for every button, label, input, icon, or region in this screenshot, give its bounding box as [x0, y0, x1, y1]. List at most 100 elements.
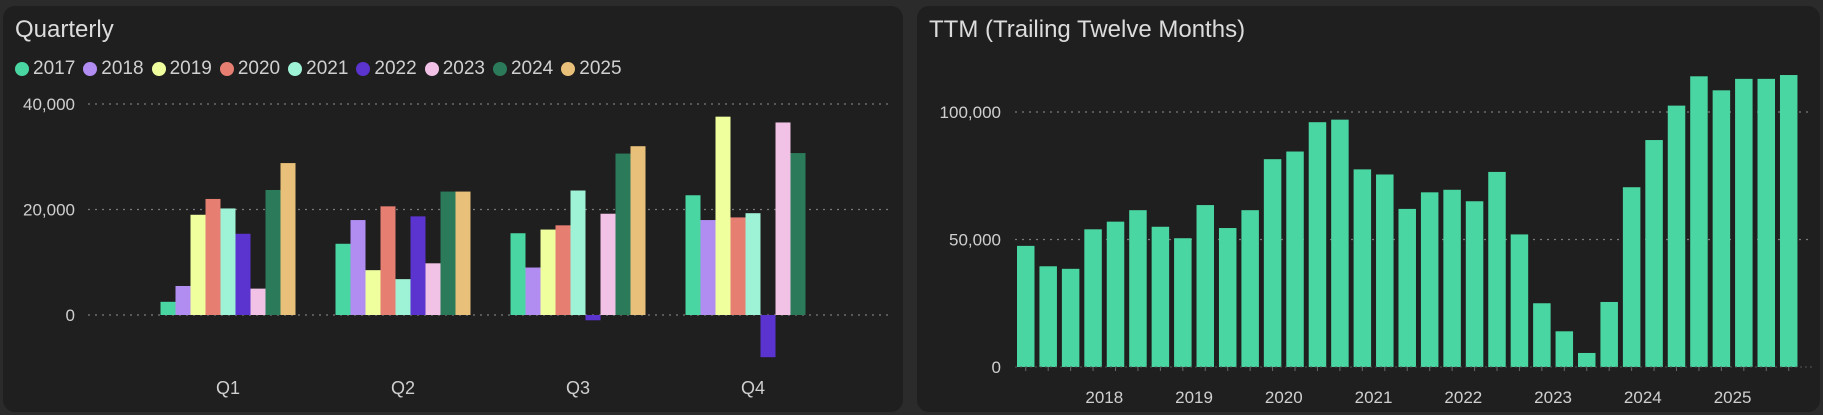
ttm-bar[interactable]: [1241, 210, 1259, 367]
bar-q1-2017[interactable]: [160, 301, 176, 315]
ttm-chart-title: TTM (Trailing Twelve Months): [929, 16, 1246, 43]
bar-q1-2022[interactable]: [235, 233, 251, 315]
ttm-bar[interactable]: [1779, 75, 1798, 368]
bar-q3-2025[interactable]: [630, 146, 646, 315]
bar-q2-2020[interactable]: [380, 206, 396, 315]
ttm-bar[interactable]: [1331, 119, 1349, 368]
x-tick-label: 2018: [1085, 388, 1123, 407]
ttm-bar[interactable]: [1308, 122, 1327, 367]
bar-q3-2019[interactable]: [540, 229, 556, 315]
y-tick-label: 50,000: [949, 231, 1001, 250]
bar-q2-2023[interactable]: [425, 263, 441, 315]
ttm-bar[interactable]: [1510, 234, 1529, 367]
legend-item-2023[interactable]: 2023: [424, 58, 485, 80]
bar-q4-2024[interactable]: [790, 153, 806, 315]
ttm-bar[interactable]: [1398, 208, 1416, 367]
legend-label: 2021: [306, 58, 349, 79]
ttm-bar[interactable]: [1263, 159, 1282, 367]
bar-q4-2022[interactable]: [760, 315, 776, 358]
bar-q4-2017[interactable]: [685, 195, 701, 315]
bar-q4-2023[interactable]: [775, 122, 791, 316]
bar-q1-2020[interactable]: [205, 198, 221, 315]
bar-q3-2024[interactable]: [615, 153, 631, 315]
bar-q4-2021[interactable]: [745, 213, 761, 315]
bar-q3-2022[interactable]: [585, 315, 601, 321]
quarterly-legend: 2017 2018 2019 2020 2021 2022 2023 2024 2025: [15, 58, 630, 80]
ttm-bar[interactable]: [1106, 221, 1125, 367]
ttm-bar[interactable]: [1420, 192, 1439, 367]
legend-item-2018[interactable]: 2018: [83, 58, 144, 80]
bar-q4-2018[interactable]: [700, 220, 716, 315]
ttm-bar-chart: 0 50,000 100,000 2018 2019 2020 2021 2022 2023 20…: [940, 75, 1812, 407]
bar-q1-2018[interactable]: [175, 285, 191, 315]
y-tick-label: 100,000: [940, 103, 1001, 122]
ttm-bar[interactable]: [1286, 151, 1304, 367]
ttm-bar[interactable]: [1017, 245, 1035, 367]
ttm-bar[interactable]: [1645, 140, 1663, 367]
ttm-bar[interactable]: [1578, 352, 1596, 367]
bar-q2-2019[interactable]: [365, 270, 381, 315]
ttm-bar[interactable]: [1443, 189, 1461, 367]
quarterly-chart-title: Quarterly: [15, 16, 114, 43]
legend-label: 2018: [101, 58, 144, 79]
ttm-bar[interactable]: [1196, 205, 1215, 367]
ttm-bar[interactable]: [1039, 266, 1057, 367]
x-tick-label: 2022: [1444, 388, 1482, 407]
ttm-bar[interactable]: [1353, 169, 1372, 367]
ttm-bar[interactable]: [1622, 187, 1641, 367]
legend-swatch: [492, 62, 507, 76]
x-tick-label: Q4: [741, 378, 765, 398]
legend-swatch: [356, 62, 371, 76]
legend-item-2024[interactable]: 2024: [492, 58, 553, 80]
legend-swatch: [151, 62, 166, 76]
bar-q2-2018[interactable]: [350, 220, 366, 315]
ttm-bar[interactable]: [1757, 78, 1776, 367]
y-tick-label: 40,000: [23, 95, 75, 114]
legend-label: 2019: [169, 58, 212, 79]
x-tick-label: Q1: [216, 378, 240, 398]
bar-q4-2020[interactable]: [730, 217, 746, 315]
bar-q1-2019[interactable]: [190, 214, 206, 315]
bar-q1-2025[interactable]: [280, 163, 296, 315]
bar-q3-2021[interactable]: [570, 190, 586, 315]
ttm-bar[interactable]: [1600, 301, 1618, 367]
ttm-bar[interactable]: [1712, 90, 1731, 367]
bar-q1-2023[interactable]: [250, 288, 266, 315]
ttm-bar[interactable]: [1174, 238, 1192, 367]
bar-q1-2021[interactable]: [220, 208, 236, 315]
ttm-bar[interactable]: [1376, 174, 1394, 367]
bar-q2-2025[interactable]: [455, 191, 471, 315]
legend-item-2025[interactable]: 2025: [561, 58, 622, 80]
bar-q2-2024[interactable]: [440, 191, 456, 315]
ttm-bar[interactable]: [1151, 226, 1170, 367]
quarterly-chart-panel: Quarterly 2017 2018 2019 2020 2021 2022 2023 20…: [3, 6, 903, 412]
x-tick-label: 2023: [1534, 388, 1572, 407]
legend-item-2021[interactable]: 2021: [288, 58, 348, 80]
legend-item-2022[interactable]: 2022: [356, 58, 417, 80]
ttm-chart-panel: TTM (Trailing Twelve Months) 0 50,000 100,…: [917, 6, 1820, 412]
ttm-bar[interactable]: [1667, 105, 1686, 367]
bar-q3-2020[interactable]: [555, 225, 571, 315]
quarterly-bar-chart: 0 20,000 40,000 Q1 Q2 Q3 Q4: [23, 95, 893, 398]
ttm-bar[interactable]: [1555, 331, 1574, 367]
ttm-bar[interactable]: [1061, 268, 1080, 367]
ttm-bar[interactable]: [1218, 228, 1237, 367]
ttm-bar[interactable]: [1465, 201, 1484, 367]
ttm-bar[interactable]: [1735, 78, 1753, 367]
bar-q3-2018[interactable]: [525, 267, 541, 315]
ttm-bar[interactable]: [1690, 76, 1708, 368]
bar-q3-2017[interactable]: [510, 233, 526, 315]
bar-q3-2023[interactable]: [600, 213, 616, 315]
ttm-bar[interactable]: [1129, 210, 1147, 367]
ttm-bar[interactable]: [1488, 171, 1506, 367]
ttm-bar[interactable]: [1533, 303, 1551, 367]
legend-item-2019[interactable]: 2019: [151, 58, 212, 80]
ttm-bar[interactable]: [1084, 229, 1102, 367]
bar-q2-2017[interactable]: [335, 243, 351, 315]
bar-q4-2019[interactable]: [715, 116, 731, 315]
legend-item-2017[interactable]: 2017: [15, 58, 75, 80]
bar-q1-2024[interactable]: [265, 189, 281, 315]
legend-item-2020[interactable]: 2020: [219, 58, 280, 80]
bar-q2-2022[interactable]: [410, 216, 426, 315]
bar-q2-2021[interactable]: [395, 279, 411, 315]
